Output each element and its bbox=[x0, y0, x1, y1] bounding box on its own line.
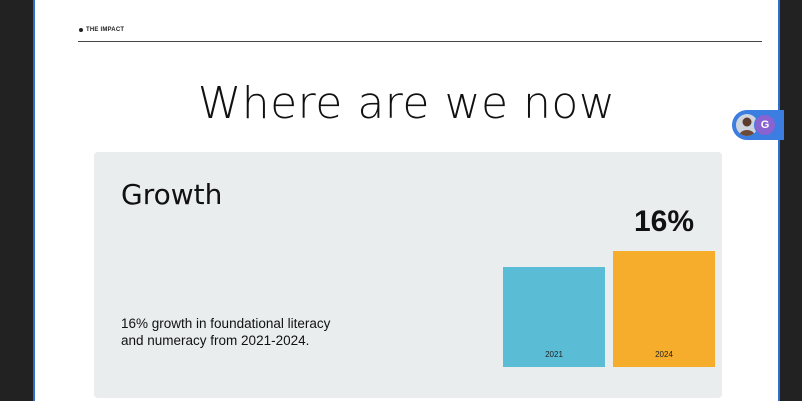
user-avatar[interactable] bbox=[736, 114, 758, 136]
collaborator-avatars[interactable]: G bbox=[732, 110, 784, 140]
chart-bar-2024: 2024 bbox=[613, 251, 715, 367]
card-description: 16% growth in foundational literacy and … bbox=[121, 316, 331, 348]
chart-bar-2021: 2021 bbox=[503, 267, 605, 367]
person-icon bbox=[739, 117, 755, 136]
eyebrow-label: THE IMPACT bbox=[86, 27, 125, 33]
section-eyebrow: THE IMPACT bbox=[79, 27, 124, 33]
growth-card: Growth 16% growth in foundational litera… bbox=[94, 152, 722, 398]
page-title: Where are we now bbox=[197, 78, 616, 129]
divider bbox=[78, 41, 762, 42]
card-title: Growth bbox=[121, 178, 223, 211]
bullet-dot-icon bbox=[79, 28, 83, 32]
chart-data-label: 16% bbox=[633, 205, 695, 238]
slide-frame: THE IMPACT Where are we now Growth 16% g… bbox=[33, 0, 780, 401]
user-initial-avatar[interactable]: G bbox=[754, 114, 776, 136]
chart-tick-label: 2021 bbox=[545, 350, 563, 359]
chart-tick-label: 2024 bbox=[655, 350, 673, 359]
